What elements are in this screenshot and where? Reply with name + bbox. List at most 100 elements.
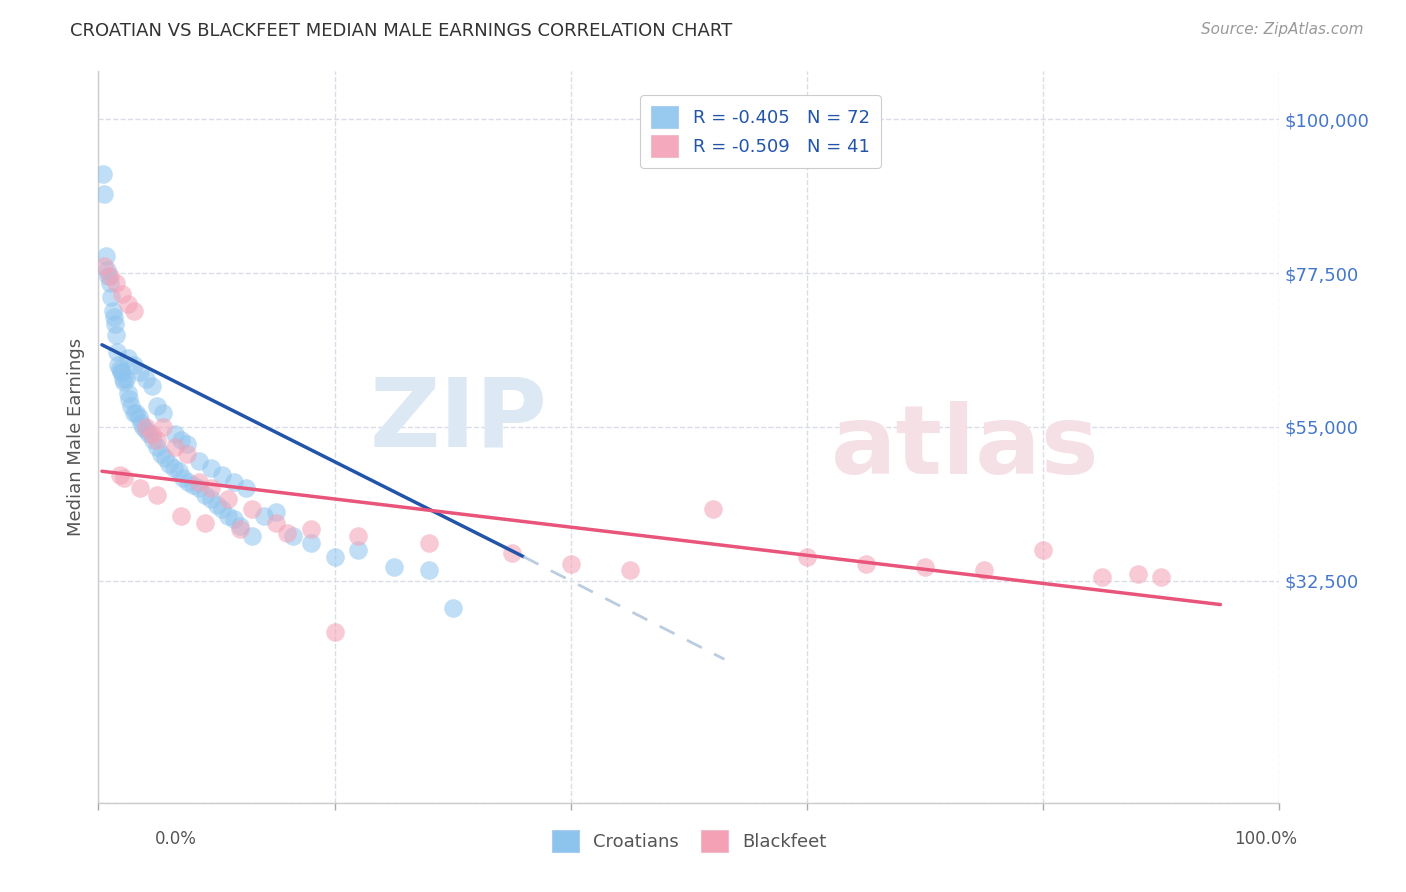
Point <box>117 297 139 311</box>
Point <box>796 549 818 564</box>
Point <box>170 508 193 523</box>
Point <box>96 262 118 277</box>
Point <box>128 409 150 424</box>
Point <box>135 372 157 386</box>
Point <box>224 512 246 526</box>
Point <box>176 437 198 451</box>
Point <box>418 563 440 577</box>
Point <box>187 475 209 489</box>
Point <box>128 481 150 495</box>
Point <box>105 327 128 342</box>
Point <box>146 400 169 414</box>
Point <box>146 434 169 448</box>
Point <box>107 359 129 373</box>
Point <box>323 624 346 639</box>
Point <box>347 542 370 557</box>
Point <box>110 365 132 379</box>
Text: 0.0%: 0.0% <box>155 830 197 847</box>
Point <box>235 481 257 495</box>
Point <box>141 379 163 393</box>
Point <box>187 481 209 495</box>
Point <box>240 529 263 543</box>
Point <box>224 475 246 489</box>
Point <box>229 522 252 536</box>
Point <box>176 447 198 461</box>
Point <box>135 423 157 437</box>
Point <box>135 420 157 434</box>
Point <box>181 478 204 492</box>
Point <box>382 560 405 574</box>
Point <box>973 563 995 577</box>
Point <box>194 516 217 530</box>
Point <box>122 406 145 420</box>
Point <box>132 420 155 434</box>
Point <box>122 359 145 373</box>
Point <box>211 467 233 482</box>
Point <box>105 344 128 359</box>
Point <box>152 406 174 420</box>
Point <box>142 434 165 448</box>
Point <box>117 385 139 400</box>
Point <box>108 361 131 376</box>
Point <box>200 491 222 506</box>
Point <box>323 549 346 564</box>
Point <box>97 269 120 284</box>
Point <box>229 519 252 533</box>
Point <box>111 365 134 379</box>
Legend: Croatians, Blackfeet: Croatians, Blackfeet <box>544 823 834 860</box>
Point <box>146 440 169 454</box>
Point <box>217 491 239 506</box>
Point <box>264 516 287 530</box>
Point <box>167 464 190 478</box>
Point <box>105 277 128 291</box>
Point <box>560 557 582 571</box>
Point <box>914 560 936 574</box>
Point <box>146 488 169 502</box>
Point <box>125 406 148 420</box>
Point <box>112 376 135 390</box>
Point <box>112 471 135 485</box>
Point <box>101 303 124 318</box>
Point <box>172 471 194 485</box>
Point <box>141 426 163 441</box>
Point <box>121 400 143 414</box>
Point <box>103 310 125 325</box>
Point <box>855 557 877 571</box>
Point <box>98 269 121 284</box>
Point <box>501 546 523 560</box>
Point <box>211 501 233 516</box>
Point <box>152 420 174 434</box>
Point <box>1126 566 1149 581</box>
Point <box>138 426 160 441</box>
Point <box>418 536 440 550</box>
Point <box>347 529 370 543</box>
Point <box>276 525 298 540</box>
Point <box>177 475 200 489</box>
Point <box>98 277 121 291</box>
Text: Source: ZipAtlas.com: Source: ZipAtlas.com <box>1201 22 1364 37</box>
Point <box>94 249 117 263</box>
Text: atlas: atlas <box>831 401 1099 494</box>
Point <box>283 529 305 543</box>
Point <box>128 365 150 379</box>
Point <box>240 501 263 516</box>
Point <box>1091 570 1114 584</box>
Text: CROATIAN VS BLACKFEET MEDIAN MALE EARNINGS CORRELATION CHART: CROATIAN VS BLACKFEET MEDIAN MALE EARNIN… <box>70 22 733 40</box>
Point <box>264 505 287 519</box>
Point <box>299 536 322 550</box>
Point <box>91 167 114 181</box>
Point <box>187 454 209 468</box>
Y-axis label: Median Male Earnings: Median Male Earnings <box>66 338 84 536</box>
Point <box>702 501 724 516</box>
Point <box>93 187 115 202</box>
Point <box>114 372 136 386</box>
Point <box>217 508 239 523</box>
Point <box>170 434 193 448</box>
Point <box>157 458 180 472</box>
Point <box>112 372 135 386</box>
Point <box>100 290 122 304</box>
Point <box>111 286 134 301</box>
Point <box>200 481 222 495</box>
Point <box>93 259 115 273</box>
Point <box>165 426 187 441</box>
